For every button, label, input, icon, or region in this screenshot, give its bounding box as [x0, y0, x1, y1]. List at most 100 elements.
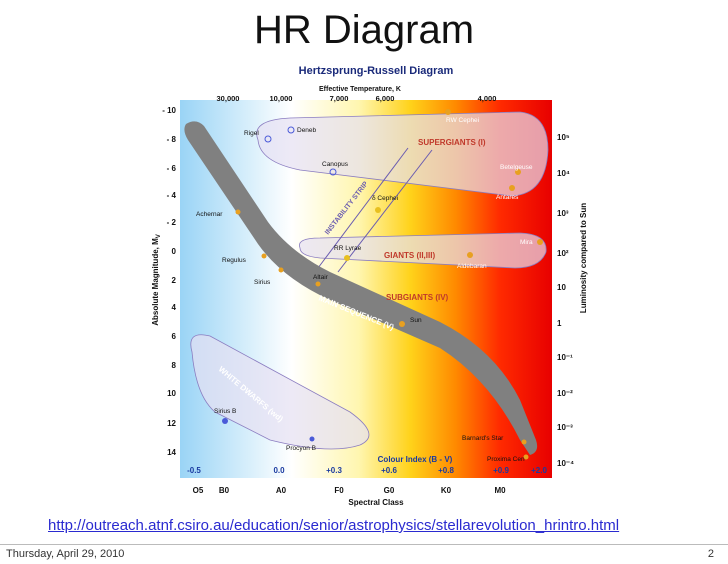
star-sirius-b: [222, 418, 228, 424]
instability-strip-line: [337, 149, 433, 273]
right-tick: 10⁵: [557, 133, 570, 142]
right-tick: 10²: [557, 249, 569, 258]
star-label: RR Lyrae: [334, 245, 362, 252]
star-delta-cephei: [375, 207, 381, 213]
top-tick: 7,000: [330, 94, 349, 103]
left-tick: 12: [167, 419, 176, 428]
star-betelgeuse: [515, 169, 521, 175]
left-tick: - 10: [162, 106, 176, 115]
star-barnards: [521, 439, 527, 445]
left-tick: - 8: [167, 135, 177, 144]
star-altair: [315, 281, 321, 287]
top-axis: 30,000 10,000 7,000 6,000 4,000: [217, 94, 497, 103]
right-tick: 1: [557, 319, 562, 328]
colour-index-tick: +0.6: [381, 466, 397, 475]
right-tick: 10⁻²: [557, 389, 573, 398]
top-tick: 4,000: [478, 94, 497, 103]
spectral-class: M0: [494, 486, 506, 495]
star-label: δ Cephei: [372, 195, 398, 202]
left-tick: 0: [172, 247, 177, 256]
spectral-class: G0: [384, 486, 395, 495]
star-label: Betelgeuse: [500, 164, 533, 171]
white-dwarfs-region: [190, 334, 370, 450]
star-achernar: [235, 209, 241, 215]
left-tick: 6: [172, 332, 177, 341]
footer-divider: [0, 544, 728, 545]
star-procyon-b: [309, 436, 315, 442]
right-tick: 10³: [557, 209, 569, 218]
left-tick: - 6: [167, 164, 177, 173]
spectral-class: A0: [276, 486, 287, 495]
right-axis-label: Luminosity compared to Sun: [579, 203, 588, 313]
left-tick: - 2: [167, 218, 177, 227]
colour-index-tick: 0.0: [273, 466, 285, 475]
page-number: 2: [707, 548, 714, 560]
left-tick: 8: [172, 361, 177, 370]
colour-index-tick: -0.5: [187, 466, 201, 475]
right-tick: 10⁻¹: [557, 353, 573, 362]
top-axis-label: Effective Temperature, K: [319, 86, 401, 93]
star-label: RW Cephei: [446, 117, 479, 124]
star-canopus: [329, 168, 337, 176]
star-label: Procyon B: [286, 445, 316, 452]
left-tick: 10: [167, 389, 176, 398]
star-sun: [399, 321, 405, 327]
star-label: Aldebaran: [457, 263, 487, 270]
top-tick: 6,000: [376, 94, 395, 103]
right-tick: 10⁻⁴: [557, 459, 574, 468]
star-aldebaran: [467, 252, 473, 258]
slide-title: HR Diagram: [253, 8, 475, 52]
supergiants-label: SUPERGIANTS (I): [418, 138, 486, 147]
star-rigel: [264, 135, 272, 143]
star-label: Sirius B: [214, 408, 236, 415]
colour-index-label: Colour Index (B - V): [378, 455, 453, 464]
instability-strip-line: [317, 147, 409, 269]
star-label: Altair: [313, 274, 329, 281]
star-label: Canopus: [322, 161, 349, 168]
supergiants-region: [256, 111, 549, 197]
star-label: Sirius: [254, 279, 271, 286]
left-axis-label-sub: V: [156, 234, 162, 238]
star-label: Mira: [520, 239, 533, 246]
star-proxima-cen: [523, 454, 529, 460]
bottom-axis-label: Spectral Class: [348, 498, 404, 507]
right-tick: 10⁻³: [557, 423, 573, 432]
star-label: Regulus: [222, 257, 247, 264]
colour-index-tick: +0.3: [326, 466, 342, 475]
left-tick: - 4: [167, 191, 177, 200]
right-tick: 10: [557, 283, 566, 292]
star-mira: [537, 239, 543, 245]
spectral-class: B0: [219, 486, 230, 495]
diagram-title: Hertzsprung-Russell Diagram: [299, 65, 454, 77]
colour-index-axis: -0.5 0.0 +0.3 +0.6 +0.8 +0.9 +2.0: [187, 466, 547, 475]
colour-index-tick: +0.8: [438, 466, 454, 475]
star-rw-cephei: [445, 109, 451, 115]
subgiants-label: SUBGIANTS (IV): [386, 293, 449, 302]
left-tick: 4: [172, 303, 177, 312]
star-label: Barnard's Star: [462, 435, 504, 442]
left-tick: 2: [172, 276, 177, 285]
spectral-class: O5: [193, 486, 204, 495]
star-rr-lyrae: [344, 255, 350, 261]
star-antares: [509, 185, 515, 191]
star-label: Deneb: [297, 127, 317, 134]
spectral-class: K0: [441, 486, 452, 495]
star-label: Sun: [410, 317, 422, 324]
giants-label: GIANTS (II,III): [384, 251, 435, 260]
star-deneb: [287, 126, 295, 134]
star-label: Rigel: [244, 130, 259, 137]
star-label: Achernar: [196, 211, 223, 218]
star-regulus: [261, 253, 267, 259]
left-axis-label: Absolute Magnitude, MV: [151, 234, 162, 326]
left-axis: - 10 - 8 - 6 - 4 - 2 0 2 4 6 8 10 12 14: [162, 106, 176, 457]
stars: RW Cephei Rigel Deneb Canopus Betelgeuse…: [196, 109, 543, 463]
spectral-class: F0: [334, 486, 344, 495]
main-sequence-band: [184, 121, 538, 455]
top-tick: 30,000: [217, 94, 240, 103]
top-tick: 10,000: [270, 94, 293, 103]
star-label: Antares: [496, 194, 519, 201]
source-link[interactable]: http://outreach.atnf.csiro.au/education/…: [48, 517, 620, 534]
right-tick: 10⁴: [557, 169, 570, 178]
bottom-axis: O5 B0 A0 F0 G0 K0 M0: [193, 486, 506, 495]
